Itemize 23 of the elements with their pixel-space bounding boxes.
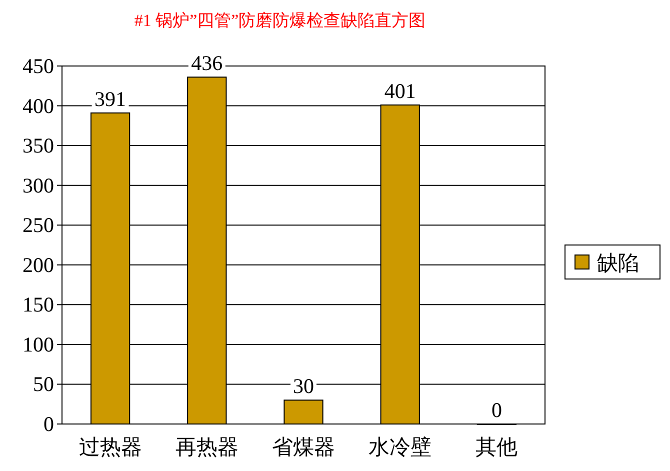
x-tick-label: 省煤器 [272,435,335,459]
y-tick-label: 450 [22,54,54,78]
y-tick-label: 250 [22,213,54,238]
y-tick-label: 300 [22,173,54,198]
y-tick-label: 150 [22,292,54,317]
data-label: 30 [293,374,314,398]
data-label: 436 [191,51,223,76]
x-tick-label: 再热器 [175,435,238,459]
y-tick-label: 200 [22,252,54,277]
data-label: 401 [384,78,416,103]
x-tick-label: 水冷壁 [368,435,432,459]
legend-label: 缺陷 [597,251,639,275]
data-label: 0 [491,398,502,422]
y-tick-label: 400 [22,94,54,118]
x-tick-label: 过热器 [78,435,142,459]
data-label: 391 [94,86,126,111]
y-tick-label: 50 [33,372,54,396]
y-tick-label: 350 [22,134,54,158]
y-tick-label: 0 [44,412,54,436]
bar [284,400,324,424]
x-tick-label: 其他 [476,435,518,459]
y-tick-label: 100 [22,332,54,356]
chart-title: #1 锅炉”四管”防磨防爆检查缺陷直方图 [134,11,426,30]
